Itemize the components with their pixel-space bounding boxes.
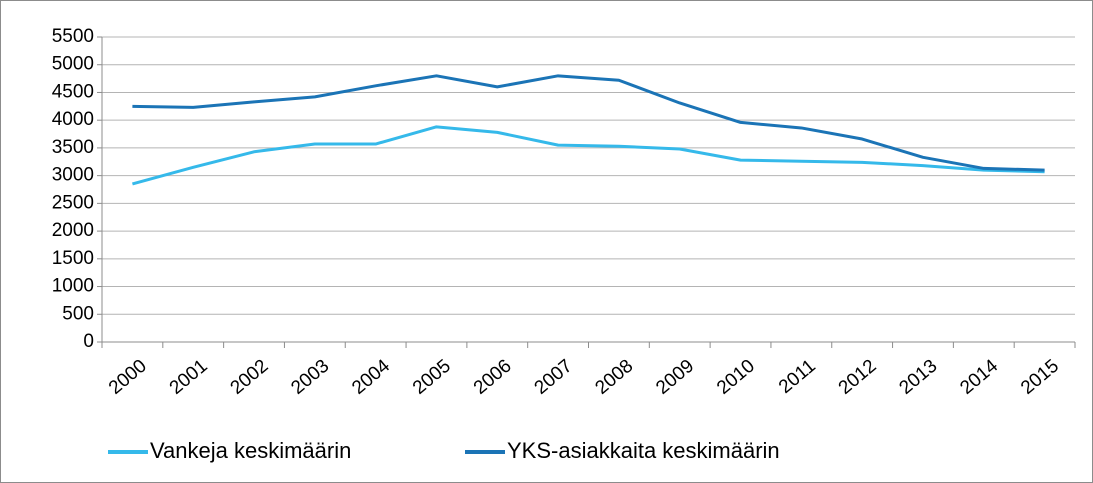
y-tick-label: 2500 <box>52 192 94 213</box>
y-tick-label: 5000 <box>52 54 94 75</box>
y-tick-label: 3500 <box>52 137 94 158</box>
y-tick-label: 5500 <box>52 26 94 47</box>
line-series <box>132 74 1045 172</box>
y-tick-label: 2000 <box>52 220 94 241</box>
y-tick-label: 0 <box>83 331 94 352</box>
legend-label: Vankeja keskimäärin <box>150 438 351 463</box>
y-tick-label: 4500 <box>52 81 94 102</box>
y-tick-label: 1500 <box>52 248 94 269</box>
legend-label: YKS-asiakkaita keskimäärin <box>507 438 780 463</box>
line-series <box>132 125 1045 186</box>
y-tick-label: 4000 <box>52 109 94 130</box>
y-tick-label: 1000 <box>52 276 94 297</box>
y-tick-label: 500 <box>62 303 94 324</box>
y-tick-label: 3000 <box>52 165 94 186</box>
